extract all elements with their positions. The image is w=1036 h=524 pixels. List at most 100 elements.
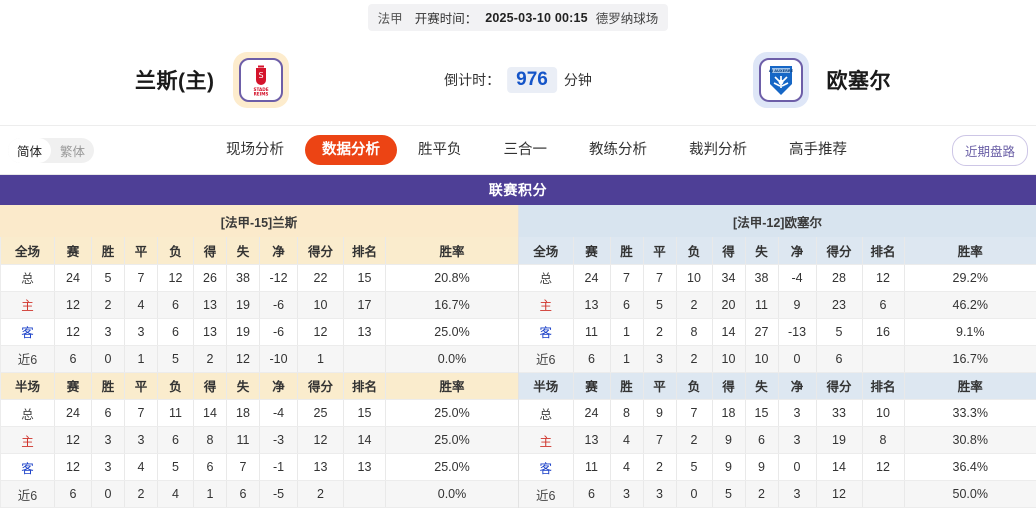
- column-header: 负: [157, 372, 194, 400]
- table-cell: 13: [193, 318, 227, 346]
- table-cell: -4: [259, 399, 298, 427]
- table-cell: 3: [643, 345, 677, 373]
- row-label: 近6: [519, 345, 574, 373]
- table-cell: -12: [259, 264, 298, 292]
- table-cell: -6: [259, 318, 298, 346]
- home-team-block[interactable]: 兰斯(主) S STADE REIMS: [135, 52, 289, 108]
- recent-odds-button[interactable]: 近期盘路: [951, 134, 1028, 166]
- lang-traditional-option[interactable]: 繁体: [60, 144, 86, 159]
- table-cell: 12: [54, 291, 92, 319]
- tab-live-analysis[interactable]: 现场分析: [226, 142, 284, 158]
- table-row: 主 13 4 7 2 9 6 3 19 8 30.8%: [519, 426, 1036, 454]
- table-row: 总 24 6 7 11 14 18 -4 25 15 25.0%: [0, 399, 518, 427]
- table-cell: 19: [226, 318, 260, 346]
- column-header: 赛: [573, 372, 611, 400]
- table-cell: 8: [862, 426, 905, 454]
- column-header: 胜: [610, 237, 644, 265]
- column-header: 胜率: [904, 372, 1036, 400]
- table-cell: 5: [712, 480, 746, 508]
- table-cell: 6: [573, 345, 611, 373]
- table-cell: 8: [610, 399, 644, 427]
- table-cell: 16.7%: [385, 291, 518, 319]
- column-header: 净: [778, 237, 817, 265]
- table-cell: 25: [297, 399, 344, 427]
- row-label: 近6: [0, 480, 55, 508]
- table-cell: -1: [259, 453, 298, 481]
- table-cell: 33: [816, 399, 863, 427]
- tab-win-draw-loss[interactable]: 胜平负: [418, 142, 462, 158]
- tab-three-in-one[interactable]: 三合一: [503, 142, 548, 158]
- column-header: 排名: [343, 237, 386, 265]
- row-label: 客: [519, 318, 574, 346]
- table-row: 近6 6 1 3 2 10 10 0 6 16.7%: [519, 345, 1036, 373]
- svg-text:REIMS: REIMS: [253, 92, 268, 97]
- standings-table: 全场赛胜平负得失净得分 排名 胜率总 24 7 7 10 34 38 -4 28 12 29.2% 主 13…: [519, 237, 1036, 373]
- tab-expert-picks[interactable]: 高手推荐: [789, 142, 847, 158]
- standings-table: 半场赛胜平负得失净得分 排名 胜率总 24 6 7 11 14 18 -4 25 15 25.0% 主 12…: [0, 372, 518, 508]
- table-cell: 6: [226, 480, 260, 508]
- table-cell: -6: [259, 291, 298, 319]
- table-cell: -13: [778, 318, 817, 346]
- table-cell: 3: [643, 480, 677, 508]
- table-cell: 25.0%: [385, 318, 518, 346]
- table-cell: 13: [297, 453, 344, 481]
- table-cell: 6: [54, 480, 92, 508]
- table-row: 总 24 7 7 10 34 38 -4 28 12 29.2%: [519, 264, 1036, 292]
- away-team-block[interactable]: AJ AUXERRE 欧塞尔: [752, 52, 892, 108]
- tab-referee-analysis[interactable]: 裁判分析: [689, 142, 747, 158]
- table-cell: 2: [193, 345, 227, 373]
- table-cell: 16: [862, 318, 905, 346]
- table-cell: 4: [610, 426, 644, 454]
- standings-table: 全场赛胜平负得失净得分 排名 胜率总 24 5 7 12 26 38 -12 22 15 20.8% 主 1…: [0, 237, 518, 373]
- countdown-value: 976: [507, 67, 557, 93]
- row-label: 主: [0, 426, 55, 454]
- table-cell: 26: [193, 264, 227, 292]
- tab-coach-analysis[interactable]: 教练分析: [589, 142, 647, 158]
- table-cell: 6: [91, 399, 125, 427]
- table-cell: 25.0%: [385, 453, 518, 481]
- table-cell: 24: [54, 264, 92, 292]
- table-cell: 12: [297, 318, 344, 346]
- table-cell: 0.0%: [385, 480, 518, 508]
- table-cell: 13: [193, 291, 227, 319]
- language-toggle[interactable]: 简体 繁体: [8, 137, 95, 163]
- table-cell: 17: [343, 291, 386, 319]
- table-cell: 3: [778, 399, 817, 427]
- svg-text:S: S: [258, 71, 263, 80]
- column-header: 赛: [573, 237, 611, 265]
- table-cell: 12: [816, 480, 863, 508]
- table-cell: 10: [862, 399, 905, 427]
- row-label: 主: [519, 291, 574, 319]
- table-cell: 25.0%: [385, 426, 518, 454]
- table-cell: -3: [259, 426, 298, 454]
- table-cell: 38: [745, 264, 779, 292]
- row-label: 客: [519, 453, 574, 481]
- table-cell: 6: [745, 426, 779, 454]
- table-row: 客 11 1 2 8 14 27 -13 5 16 9.1%: [519, 318, 1036, 346]
- table-cell: 50.0%: [904, 480, 1036, 508]
- lang-simplified-option[interactable]: 简体: [8, 137, 52, 163]
- table-cell: 3: [124, 318, 158, 346]
- table-cell: 5: [157, 453, 194, 481]
- column-header: 胜: [610, 372, 644, 400]
- tab-data-analysis[interactable]: 数据分析: [305, 135, 397, 165]
- column-header: 胜: [91, 372, 125, 400]
- table-cell: 29.2%: [904, 264, 1036, 292]
- column-header: 半场: [519, 372, 574, 400]
- table-row: 主 13 6 5 2 20 11 9 23 6 46.2%: [519, 291, 1036, 319]
- table-cell: 12: [226, 345, 260, 373]
- table-cell: 12: [862, 264, 905, 292]
- table-cell: 14: [816, 453, 863, 481]
- table-cell: 12: [54, 453, 92, 481]
- table-cell: 2: [91, 291, 125, 319]
- table-cell: 9: [778, 291, 817, 319]
- table-cell: 12: [297, 426, 344, 454]
- table-cell: 6: [862, 291, 905, 319]
- table-cell: 2: [745, 480, 779, 508]
- aj-auxerre-logo-icon: AJ AUXERRE: [768, 66, 793, 95]
- table-cell: 1: [124, 345, 158, 373]
- away-standings-panel: [法甲-12]欧塞尔 全场赛胜平负得失净得分 排名 胜率总 24 7 7 10 34 38 -4 2…: [518, 205, 1036, 508]
- table-row: 近6 6 0 2 4 1 6 -5 2 0.0%: [0, 480, 518, 508]
- table-header-row: 半场赛胜平负得失净得分 排名 胜率: [519, 372, 1036, 400]
- svg-text:STADE: STADE: [253, 87, 268, 92]
